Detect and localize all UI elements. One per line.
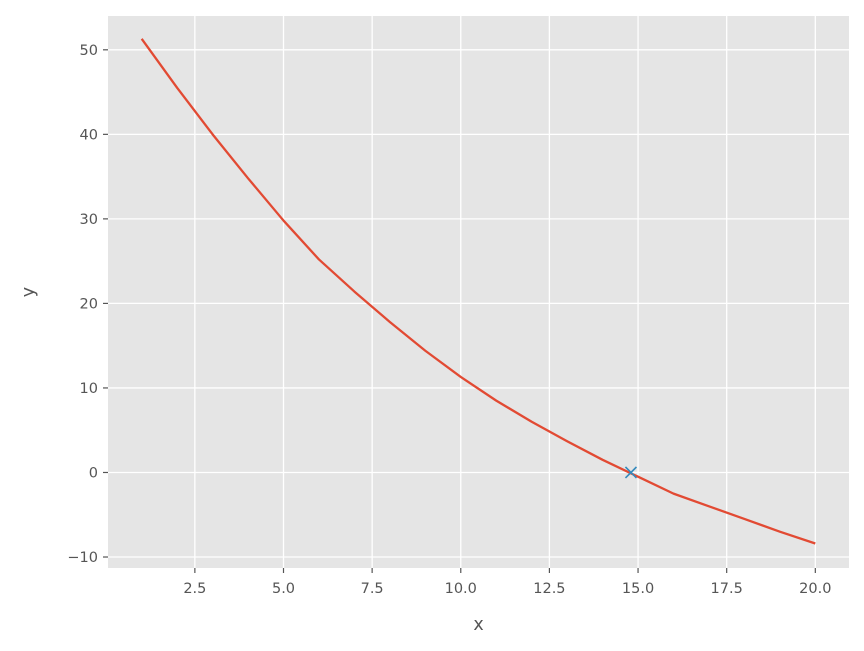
x-axis-ticks: 2.5 5.0 7.5 10.0 12.5 15.0 17.5 20.0 bbox=[183, 568, 831, 597]
x-tick-label: 10.0 bbox=[445, 581, 477, 597]
series-line bbox=[140, 38, 816, 545]
y-tick-label: −10 bbox=[67, 550, 98, 566]
y-axis-label: y bbox=[19, 287, 39, 297]
y-tick-label: 50 bbox=[80, 43, 98, 59]
x-tick-label: 15.0 bbox=[622, 581, 654, 597]
x-tick-label: 12.5 bbox=[533, 581, 565, 597]
x-marker-point bbox=[624, 466, 638, 479]
y-axis-ticks: −10 0 10 20 30 40 50 bbox=[67, 43, 108, 566]
y-tick-label: 20 bbox=[80, 296, 98, 312]
y-tick-label: 0 bbox=[89, 465, 98, 481]
grid-lines bbox=[108, 16, 849, 568]
y-tick-label: 40 bbox=[80, 127, 98, 143]
x-axis-label: x bbox=[473, 615, 483, 635]
x-tick-label: 17.5 bbox=[711, 581, 743, 597]
series-layer bbox=[140, 38, 816, 545]
y-tick-label: 30 bbox=[80, 212, 98, 228]
plot-area bbox=[108, 16, 849, 568]
x-tick-label: 7.5 bbox=[361, 581, 384, 597]
x-tick-label: 5.0 bbox=[272, 581, 295, 597]
x-tick-label: 2.5 bbox=[183, 581, 206, 597]
y-tick-label: 10 bbox=[80, 381, 98, 397]
x-tick-label: 20.0 bbox=[799, 581, 831, 597]
